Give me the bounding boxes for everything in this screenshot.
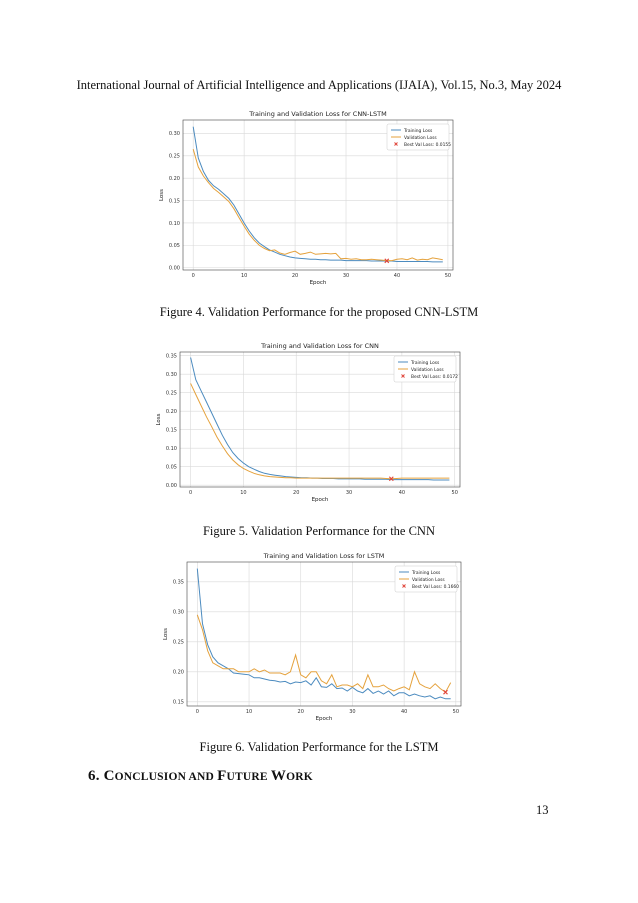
- x-tick-label: 0: [189, 490, 192, 496]
- y-tick-label: 0.30: [166, 372, 177, 378]
- y-tick-label: 0.20: [173, 670, 184, 676]
- y-tick-label: 0.05: [166, 464, 177, 470]
- best-val-marker: [443, 689, 448, 695]
- legend-label: Validation Loss: [412, 577, 445, 583]
- legend-marker: [402, 584, 406, 588]
- y-axis-label: Loss: [163, 628, 169, 640]
- chart-title: Training and Validation Loss for LSTM: [263, 552, 385, 560]
- x-tick-label: 50: [452, 490, 458, 496]
- x-tick-label: 0: [192, 273, 195, 279]
- series-line-validation: [192, 148, 443, 262]
- legend-marker: [401, 374, 405, 378]
- legend-label: Validation Loss: [404, 135, 437, 141]
- y-tick-label: 0.15: [166, 427, 177, 433]
- chart-title: Training and Validation Loss for CNN-LST…: [248, 110, 386, 118]
- x-tick-label: 40: [399, 490, 405, 496]
- legend-box: [393, 355, 457, 383]
- figure-5-chart: Training and Validation Loss for CNN 0 10 2…: [140, 339, 468, 507]
- figure-6-chart: Training and Validation Loss for LSTM 0 10…: [149, 548, 467, 722]
- x-tick-label: 10: [246, 709, 252, 715]
- x-tick-label: 20: [293, 490, 299, 496]
- y-tick-label: 0.35: [173, 580, 184, 586]
- x-axis-label: Epoch: [312, 497, 329, 503]
- section-number: 6.: [88, 768, 104, 784]
- x-tick-label: 50: [453, 709, 459, 715]
- chart-title: Training and Validation Loss for CNN: [260, 342, 379, 350]
- y-tick-label: 0.20: [166, 409, 177, 415]
- legend-label: Best Val Loss: 0.1660: [412, 584, 459, 590]
- chart-lstm: Training and Validation Loss for LSTM 0 10…: [163, 552, 462, 722]
- legend-label: Best Val Loss: 0.0172: [411, 374, 458, 380]
- legend-label: Validation Loss: [411, 367, 444, 373]
- x-tick-label: 30: [346, 490, 352, 496]
- best-val-marker: [388, 476, 394, 482]
- y-tick-label: 0.15: [173, 700, 184, 706]
- y-tick-label: 0.25: [166, 390, 177, 396]
- y-tick-label: 0.30: [173, 610, 184, 616]
- chart-cnn: Training and Validation Loss for CNN 0 10 2…: [156, 342, 461, 503]
- y-tick-label: 0.25: [173, 640, 184, 646]
- y-tick-label: 0.00: [166, 483, 177, 489]
- y-tick-label: 0.15: [169, 198, 180, 204]
- series-line-validation: [190, 383, 450, 480]
- figure-4-caption: Figure 4. Validation Performance for the…: [159, 305, 479, 319]
- legend-label: Best Val Loss: 0.0155: [404, 142, 451, 148]
- legend-label: Training Loss: [411, 570, 441, 576]
- best-val-marker: [384, 258, 390, 264]
- y-tick-label: 0.00: [169, 266, 180, 272]
- series-line-validation: [196, 614, 452, 693]
- figure-4-chart: Training and Validation Loss for CNN-LST…: [143, 106, 461, 288]
- legend-label: Training Loss: [410, 360, 440, 366]
- plot-frame: [186, 561, 462, 707]
- x-tick-label: 30: [349, 709, 355, 715]
- x-tick-label: 40: [401, 709, 407, 715]
- y-tick-label: 0.05: [169, 243, 180, 249]
- figure-5-caption: Figure 5. Validation Performance for the…: [202, 524, 435, 538]
- series-line-training: [196, 568, 451, 700]
- legend-box: [386, 123, 450, 151]
- figure-6-caption: Figure 6. Validation Performance for the…: [199, 740, 439, 754]
- plot-frame: [182, 119, 454, 271]
- x-tick-label: 0: [196, 709, 199, 715]
- page-number: 13: [536, 803, 549, 817]
- y-axis-label: Loss: [159, 189, 165, 201]
- x-tick-label: 30: [343, 273, 349, 279]
- chart-cnn-lstm: Training and Validation Loss for CNN-LST…: [159, 110, 454, 286]
- x-tick-label: 20: [298, 709, 304, 715]
- y-tick-label: 0.35: [166, 353, 177, 359]
- x-tick-label: 10: [240, 490, 246, 496]
- legend-box: [394, 565, 458, 593]
- section-heading: 6. CONCLUSION AND FUTURE WORK: [88, 768, 313, 784]
- y-tick-label: 0.30: [169, 131, 180, 137]
- y-tick-label: 0.25: [169, 154, 180, 160]
- x-axis-label: Epoch: [316, 716, 333, 722]
- series-line-training: [192, 126, 443, 263]
- y-tick-label: 0.20: [169, 176, 180, 182]
- x-tick-label: 50: [445, 273, 451, 279]
- x-tick-label: 20: [292, 273, 298, 279]
- plot-frame: [179, 351, 461, 488]
- legend-marker: [394, 142, 398, 146]
- x-tick-label: 10: [241, 273, 247, 279]
- y-tick-label: 0.10: [169, 221, 180, 227]
- y-tick-label: 0.10: [166, 446, 177, 452]
- x-tick-label: 40: [394, 273, 400, 279]
- y-axis-label: Loss: [156, 413, 162, 425]
- journal-header: International Journal of Artificial Inte…: [76, 78, 562, 92]
- legend-label: Training Loss: [403, 128, 433, 134]
- x-axis-label: Epoch: [310, 280, 327, 286]
